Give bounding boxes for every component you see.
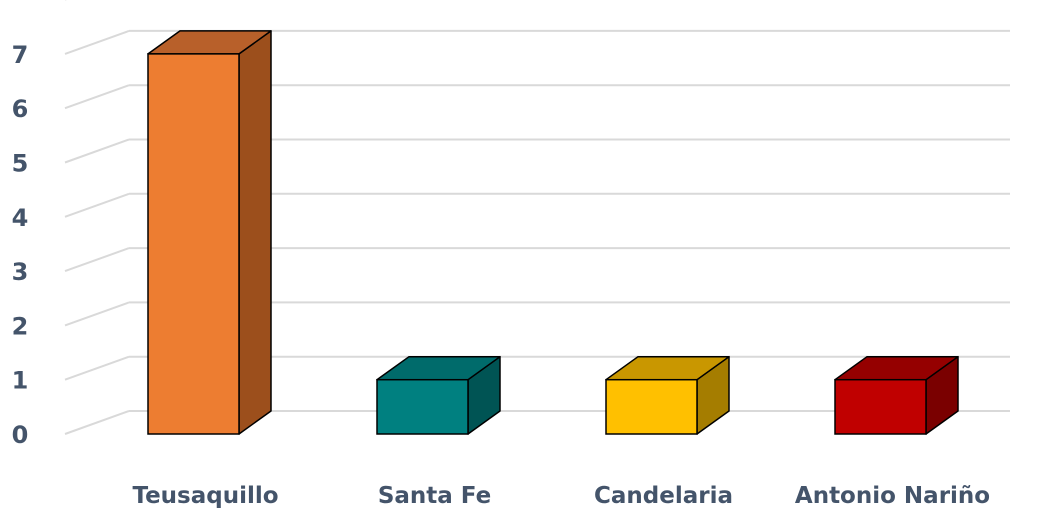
y-tick-label: 4 [12, 204, 29, 232]
bar-candelaria [605, 355, 730, 435]
gridline-diagonal-4 [64, 192, 130, 218]
bar-front-face [605, 378, 698, 435]
x-category-label: Antonio Nariño [795, 483, 990, 508]
bar-santa-fe [376, 355, 501, 435]
y-tick-label: 6 [12, 95, 29, 123]
gridlines [64, 0, 1010, 435]
gridline-diagonal-1 [64, 355, 130, 381]
bars [147, 30, 959, 435]
y-axis-ticks: 0 1 2 3 4 5 6 7 [12, 41, 29, 449]
y-tick-label: 2 [12, 312, 29, 340]
bar-antonio-nariño [834, 355, 959, 435]
y-tick-label: 7 [12, 41, 29, 69]
bar-front-face [834, 378, 927, 435]
bar-teusaquillo [147, 30, 272, 435]
gridline-diagonal-0 [64, 410, 130, 435]
bar-side-face [238, 30, 272, 435]
gridline-diagonal-7 [64, 29, 130, 55]
y-tick-label: 0 [12, 421, 29, 449]
x-axis-labels: Teusaquillo Santa Fe Candelaria Antonio Nar… [132, 483, 990, 508]
gridline-diagonal-3 [64, 247, 130, 273]
x-category-label: Teusaquillo [132, 483, 278, 508]
bar-front-face [376, 378, 469, 435]
y-tick-label: 3 [12, 258, 29, 286]
x-category-label: Candelaria [594, 483, 733, 508]
y-tick-label: 5 [12, 150, 29, 178]
x-category-label: Santa Fe [378, 483, 491, 508]
gridline-diagonal-2 [64, 301, 130, 327]
gridline-diagonal-5 [64, 138, 130, 164]
bar-front-face [147, 53, 240, 435]
y-tick-label: 1 [12, 367, 29, 395]
gridline-diagonal-6 [64, 84, 130, 110]
